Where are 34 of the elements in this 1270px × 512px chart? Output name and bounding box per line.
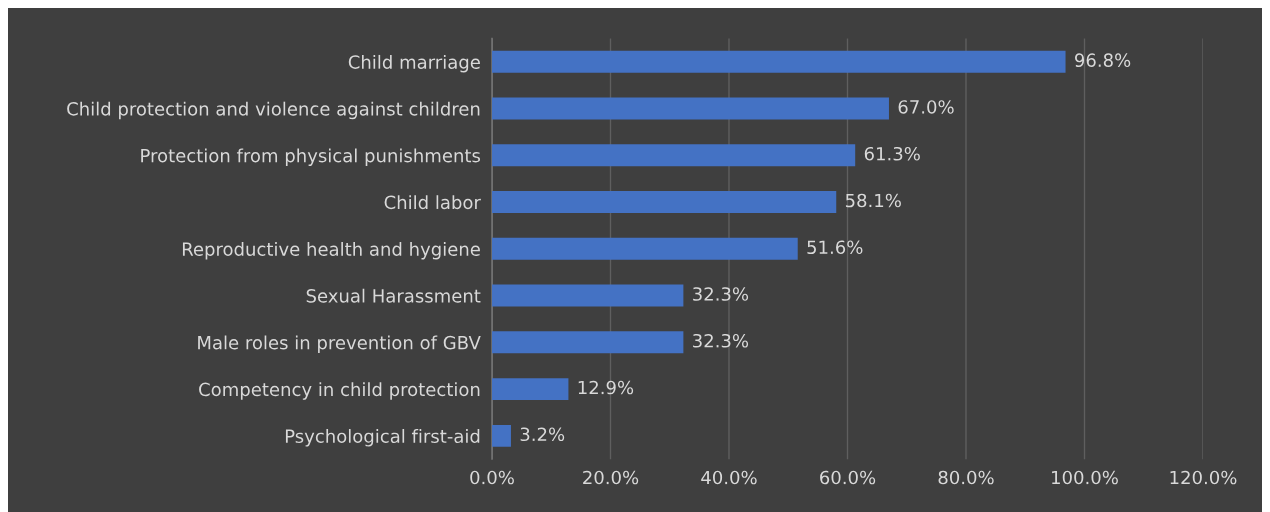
x-tick-label: 80.0%: [938, 470, 994, 485]
data-label: 96.8%: [1075, 53, 1131, 68]
data-label: 32.3%: [693, 287, 749, 301]
bar: [492, 50, 1066, 73]
x-tick-label: 0.0%: [470, 470, 514, 485]
y-tick-label: Child protection and violence against children: [67, 101, 480, 120]
y-tick-label: Reproductive health and hygiene: [182, 241, 480, 260]
y-tick-label: Competency in child protection: [199, 382, 480, 400]
data-label: 67.0%: [898, 100, 954, 114]
data-label: 51.6%: [807, 240, 863, 255]
data-label: 32.3%: [693, 333, 749, 348]
bar: [492, 424, 511, 447]
bar: [492, 378, 569, 401]
bar: [492, 331, 684, 354]
bar: [492, 237, 798, 260]
data-label: 58.1%: [845, 193, 901, 208]
bar: [492, 97, 889, 120]
x-tick-label: 60.0%: [820, 470, 876, 485]
bar: [492, 144, 856, 167]
y-tick-label: Sexual Harassment: [306, 288, 481, 303]
bar: [492, 284, 684, 307]
x-tick-label: 20.0%: [583, 470, 639, 485]
y-tick-label: Protection from physical punishments: [141, 148, 481, 166]
bar: [492, 191, 837, 214]
data-label: 3.2%: [520, 427, 565, 442]
y-tick-label: Male roles in prevention of GBV: [198, 335, 481, 353]
data-label: 61.3%: [864, 146, 920, 161]
y-tick-label: Child labor: [384, 195, 481, 210]
x-tick-label: 120.0%: [1170, 470, 1237, 485]
y-tick-label: Child marriage: [348, 54, 480, 73]
x-tick-label: 40.0%: [701, 470, 757, 485]
y-tick-label: Psychological first-aid: [285, 429, 480, 447]
data-label: 12.9%: [578, 380, 634, 395]
x-tick-label: 100.0%: [1052, 470, 1118, 485]
